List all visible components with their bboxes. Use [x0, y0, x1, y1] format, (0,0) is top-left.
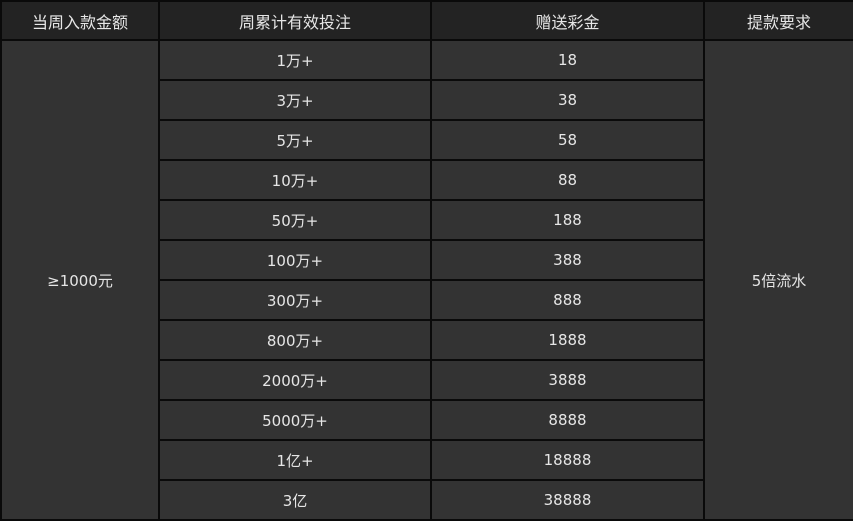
bet-cell: 5000万+: [158, 399, 432, 441]
bonus-cell: 38888: [430, 479, 705, 521]
header-requirement: 提款要求: [703, 0, 853, 41]
bet-cell: 1亿+: [158, 439, 432, 481]
table-row: 5000万+ 8888: [1, 399, 853, 441]
bonus-cell: 58: [430, 119, 705, 161]
bonus-cell: 18888: [430, 439, 705, 481]
bonus-cell: 18: [430, 39, 705, 81]
bet-cell: 100万+: [158, 239, 432, 281]
header-bonus: 赠送彩金: [430, 0, 705, 41]
table-row: 3亿 38888: [1, 479, 853, 521]
header-deposit: 当周入款金额: [0, 0, 160, 41]
bonus-cell: 888: [430, 279, 705, 321]
bonus-cell: 1888: [430, 319, 705, 361]
table-row: 50万+ 188: [1, 199, 853, 241]
bonus-cell: 3888: [430, 359, 705, 401]
bet-cell: 3亿: [158, 479, 432, 521]
bet-cell: 10万+: [158, 159, 432, 201]
bet-cell: 5万+: [158, 119, 432, 161]
table-row: 100万+ 388: [1, 239, 853, 281]
table-row: 1亿+ 18888: [1, 439, 853, 481]
requirement-cell: 5倍流水: [703, 39, 853, 521]
deposit-cell: ≥1000元: [0, 39, 160, 521]
bet-cell: 800万+: [158, 319, 432, 361]
table-row: 800万+ 1888: [1, 319, 853, 361]
table-row: 3万+ 38: [1, 79, 853, 121]
bet-cell: 3万+: [158, 79, 432, 121]
table-row: 5万+ 58: [1, 119, 853, 161]
bonus-cell: 38: [430, 79, 705, 121]
table-row: 2000万+ 3888: [1, 359, 853, 401]
table-row: ≥1000元 1万+ 18 5倍流水: [0, 39, 853, 521]
bet-cell: 300万+: [158, 279, 432, 321]
bet-cell: 1万+: [158, 39, 432, 81]
header-bet: 周累计有效投注: [158, 0, 432, 41]
bet-cell: 2000万+: [158, 359, 432, 401]
bonus-cell: 188: [430, 199, 705, 241]
table-row: 300万+ 888: [1, 279, 853, 321]
bonus-cell: 8888: [430, 399, 705, 441]
bonus-cell: 88: [430, 159, 705, 201]
bet-cell: 50万+: [158, 199, 432, 241]
bonus-cell: 388: [430, 239, 705, 281]
table-row: 10万+ 88: [1, 159, 853, 201]
header-row: 当周入款金额 周累计有效投注 赠送彩金 提款要求: [0, 0, 853, 41]
